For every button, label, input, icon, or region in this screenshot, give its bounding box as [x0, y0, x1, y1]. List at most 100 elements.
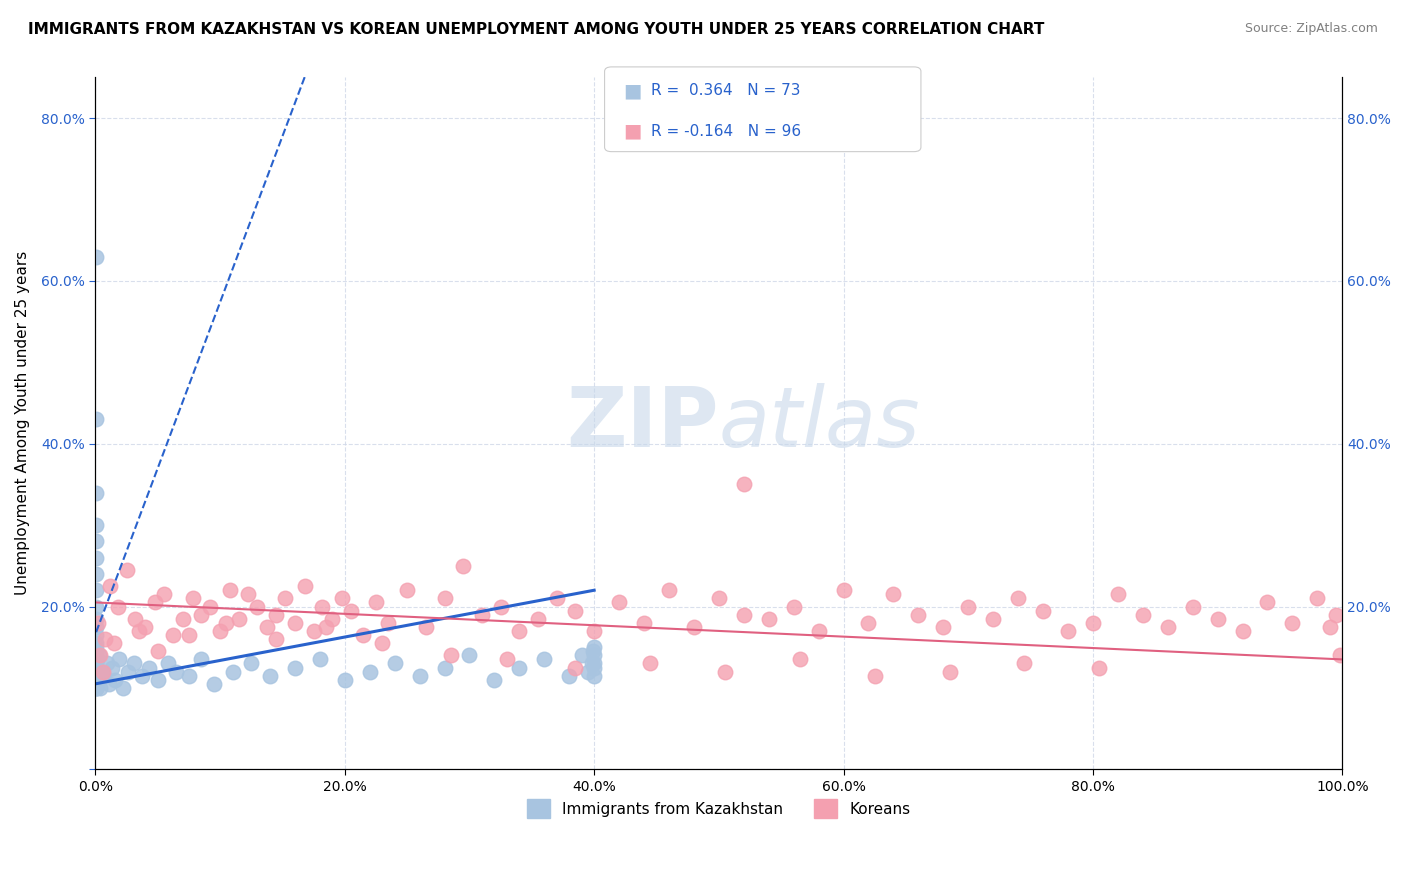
- Text: R = -0.164   N = 96: R = -0.164 N = 96: [651, 124, 801, 138]
- Point: [172, 612, 194, 626]
- Point: [1157, 620, 1180, 634]
- Point: [882, 587, 904, 601]
- Point: [86, 669, 108, 683]
- Point: [221, 665, 243, 679]
- Point: [451, 558, 474, 573]
- Point: [117, 665, 139, 679]
- Point: [1319, 620, 1341, 634]
- Point: [111, 681, 134, 695]
- Point: [496, 652, 519, 666]
- Point: [246, 599, 269, 614]
- Point: [86, 677, 108, 691]
- Point: [302, 624, 325, 638]
- Point: [86, 660, 108, 674]
- Point: [558, 669, 581, 683]
- Point: [107, 599, 129, 614]
- Point: [86, 679, 108, 693]
- Point: [104, 673, 127, 687]
- Text: atlas: atlas: [718, 383, 921, 464]
- Legend: Immigrants from Kazakhstan, Koreans: Immigrants from Kazakhstan, Koreans: [522, 793, 917, 824]
- Point: [484, 673, 506, 687]
- Point: [86, 518, 108, 533]
- Point: [1081, 615, 1104, 630]
- Point: [1057, 624, 1080, 638]
- Point: [415, 620, 437, 634]
- Point: [162, 628, 184, 642]
- Point: [89, 648, 111, 663]
- Point: [86, 550, 108, 565]
- Point: [86, 648, 108, 663]
- Point: [228, 612, 250, 626]
- Point: [89, 648, 111, 663]
- Point: [571, 648, 593, 663]
- Point: [533, 652, 555, 666]
- Point: [124, 612, 146, 626]
- Point: [433, 591, 456, 606]
- Point: [1088, 660, 1111, 674]
- Point: [782, 599, 804, 614]
- Point: [371, 636, 394, 650]
- Point: [274, 591, 297, 606]
- Point: [583, 624, 606, 638]
- Point: [86, 652, 108, 666]
- Point: [264, 607, 287, 622]
- Point: [86, 681, 108, 695]
- Point: [907, 607, 929, 622]
- Point: [758, 612, 780, 626]
- Point: [1181, 599, 1204, 614]
- Point: [98, 677, 121, 691]
- Point: [86, 673, 108, 687]
- Point: [1007, 591, 1029, 606]
- Point: [433, 660, 456, 674]
- Point: [86, 620, 108, 634]
- Point: [165, 665, 187, 679]
- Point: [86, 412, 108, 426]
- Point: [957, 599, 980, 614]
- Point: [100, 660, 122, 674]
- Point: [733, 607, 755, 622]
- Point: [128, 624, 150, 638]
- Point: [1132, 607, 1154, 622]
- Point: [131, 669, 153, 683]
- Point: [546, 591, 568, 606]
- Point: [177, 628, 200, 642]
- Point: [707, 591, 730, 606]
- Point: [86, 534, 108, 549]
- Point: [256, 620, 278, 634]
- Point: [86, 652, 108, 666]
- Text: ■: ■: [623, 81, 641, 101]
- Point: [1107, 587, 1129, 601]
- Point: [938, 665, 960, 679]
- Point: [1329, 648, 1351, 663]
- Point: [658, 583, 681, 598]
- Point: [122, 657, 145, 671]
- Point: [284, 660, 307, 674]
- Point: [240, 657, 263, 671]
- Point: [86, 612, 108, 626]
- Point: [308, 652, 330, 666]
- Y-axis label: Unemployment Among Youth under 25 years: Unemployment Among Youth under 25 years: [15, 252, 30, 596]
- Point: [86, 681, 108, 695]
- Point: [86, 681, 108, 695]
- Text: Source: ZipAtlas.com: Source: ZipAtlas.com: [1244, 22, 1378, 36]
- Point: [458, 648, 481, 663]
- Point: [489, 599, 512, 614]
- Point: [108, 652, 131, 666]
- Point: [219, 583, 242, 598]
- Point: [1306, 591, 1329, 606]
- Point: [89, 681, 111, 695]
- Point: [576, 665, 599, 679]
- Point: [87, 669, 110, 683]
- Point: [103, 636, 125, 650]
- Point: [115, 563, 138, 577]
- Point: [177, 669, 200, 683]
- Point: [582, 644, 605, 658]
- Point: [153, 587, 176, 601]
- Point: [86, 599, 108, 614]
- Point: [863, 669, 886, 683]
- Text: ■: ■: [623, 121, 641, 141]
- Point: [90, 665, 112, 679]
- Point: [259, 669, 281, 683]
- Point: [1014, 657, 1036, 671]
- Point: [508, 660, 530, 674]
